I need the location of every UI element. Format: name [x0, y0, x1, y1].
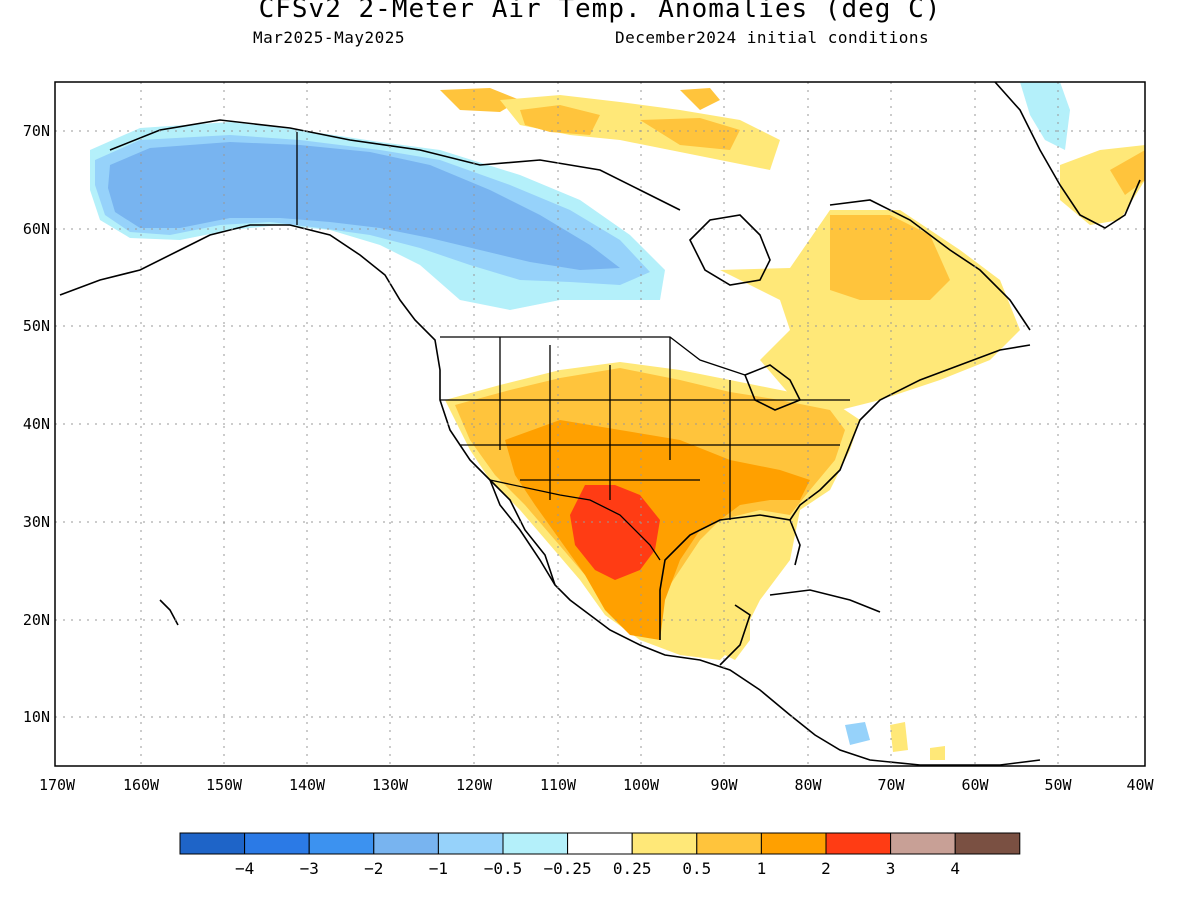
- lon-label: 70W: [877, 776, 905, 794]
- lon-label: 120W: [456, 776, 493, 794]
- initial-conditions: December2024 initial conditions: [615, 28, 930, 47]
- colorbar-label: −4: [235, 859, 254, 878]
- lon-label: 50W: [1044, 776, 1072, 794]
- lon-label: 60W: [961, 776, 989, 794]
- arctic-warm-5: [640, 118, 740, 150]
- border-states-2: [440, 399, 850, 481]
- lon-label: 140W: [289, 776, 326, 794]
- coastline-north-america: [59, 224, 1041, 766]
- colorbar-label: 2: [821, 859, 831, 878]
- arctic-warm-1: [440, 88, 520, 112]
- quebec-warm-outer: [720, 210, 1020, 410]
- forecast-period: Mar2025-May2025: [253, 28, 405, 47]
- colorbar-label: −0.5: [484, 859, 523, 878]
- lon-label: 160W: [123, 776, 160, 794]
- coastline-hudson: [689, 214, 771, 286]
- lon-label: 110W: [540, 776, 577, 794]
- colorbar-label: 4: [950, 859, 960, 878]
- colorbar-swatch: [890, 832, 956, 855]
- coastline-cuba: [769, 589, 881, 613]
- map-title: CFSv2 2-Meter Air Temp. Anomalies (deg C…: [258, 0, 942, 24]
- coastline-baja: [489, 479, 556, 586]
- map-frame: [54, 81, 1146, 767]
- colorbar-swatch: [760, 832, 827, 855]
- colorbar-swatch: [179, 832, 246, 855]
- colorbar-swatch: [567, 832, 633, 855]
- lat-label: 60N: [23, 220, 50, 238]
- us-warm-core: [570, 485, 660, 580]
- colorbar-label: −0.25: [544, 859, 592, 878]
- lon-label: 130W: [372, 776, 409, 794]
- colorbar-label: 3: [886, 859, 896, 878]
- lon-label: 100W: [623, 776, 660, 794]
- longitude-labels: 170W 160W 150W 140W 130W 120W 110W 100W …: [39, 776, 1155, 794]
- coastline-yucatan: [719, 604, 751, 666]
- lat-label: 10N: [23, 708, 50, 726]
- colorbar-swatch: [244, 832, 310, 855]
- colorbar-swatch: [954, 832, 1021, 855]
- colorbar-swatch: [437, 832, 504, 855]
- colorbar-swatch: [825, 832, 892, 855]
- arctic-warm-3: [520, 105, 600, 135]
- lat-label: 30N: [23, 513, 50, 531]
- lon-label: 170W: [39, 776, 76, 794]
- border-states-1: [499, 337, 731, 520]
- colorbar-label: −1: [429, 859, 448, 878]
- arctic-warm-4: [680, 88, 720, 110]
- colorbar-swatch: [308, 832, 375, 855]
- caribbean-cool: [845, 722, 870, 745]
- colorbar-label: −2: [364, 859, 383, 878]
- graticule: [55, 82, 1145, 766]
- lon-label: 90W: [710, 776, 738, 794]
- greenland-warm-core: [1110, 150, 1145, 195]
- coastline-arctic: [109, 119, 681, 211]
- colorbar-label: 1: [757, 859, 767, 878]
- coastline-east: [789, 344, 1031, 521]
- caribbean-warm-2: [930, 746, 945, 760]
- caribbean-warm-1: [890, 722, 908, 752]
- colorbar-label: 0.25: [613, 859, 652, 878]
- borders: [296, 132, 850, 561]
- border-us-canada: [440, 336, 746, 376]
- colorbar: −4 −3 −2 −1 −0.5 −0.25 0.25 0.5 1 2 3 4: [179, 832, 1021, 878]
- coastline-greenland: [994, 82, 1141, 229]
- colorbar-swatch: [696, 832, 762, 855]
- border-us-mexico: [489, 479, 661, 561]
- lat-label: 50N: [23, 317, 50, 335]
- coastline-labrador: [829, 199, 1031, 331]
- colorbar-swatch: [373, 832, 439, 855]
- lon-label: 80W: [794, 776, 822, 794]
- greenland-cool: [1020, 82, 1070, 150]
- anomaly-field: [90, 82, 1145, 760]
- lat-label: 20N: [23, 611, 50, 629]
- lat-label: 40N: [23, 415, 50, 433]
- cool-anomaly-core: [108, 142, 620, 270]
- lon-label: 150W: [206, 776, 243, 794]
- colorbar-label: −3: [300, 859, 319, 878]
- colorbar-label: 0.5: [682, 859, 711, 878]
- lat-label: 70N: [23, 122, 50, 140]
- colorbar-swatch: [631, 832, 698, 855]
- colorbar-swatch: [502, 832, 569, 855]
- coastline-hawaii: [159, 599, 179, 626]
- quebec-warm-inner: [830, 215, 950, 300]
- lon-label: 40W: [1126, 776, 1154, 794]
- coastline-gulf: [659, 514, 801, 640]
- latitude-labels: 70N 60N 50N 40N 30N 20N 10N: [23, 122, 50, 726]
